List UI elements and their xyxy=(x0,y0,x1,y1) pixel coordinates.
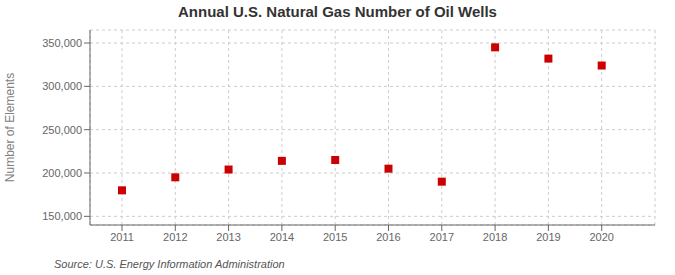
svg-text:2019: 2019 xyxy=(536,231,560,243)
svg-text:200,000: 200,000 xyxy=(42,167,82,179)
svg-text:250,000: 250,000 xyxy=(42,124,82,136)
html-text:Source: U.S. Energy Informatio: Source: U.S. Energy Information Administ… xyxy=(54,258,285,270)
svg-text:2011: 2011 xyxy=(110,231,134,243)
svg-text:2020: 2020 xyxy=(589,231,613,243)
svg-text:300,000: 300,000 xyxy=(42,80,82,92)
svg-text:2018: 2018 xyxy=(483,231,507,243)
svg-text:2013: 2013 xyxy=(216,231,240,243)
svg-text:2014: 2014 xyxy=(270,231,294,243)
svg-text:2017: 2017 xyxy=(430,231,454,243)
svg-text:150,000: 150,000 xyxy=(42,210,82,222)
svg-text:2015: 2015 xyxy=(323,231,347,243)
html-text:Annual U.S. Natural Gas Number: Annual U.S. Natural Gas Number of Oil We… xyxy=(178,3,497,20)
svg-text:2016: 2016 xyxy=(376,231,400,243)
svg-text:350,000: 350,000 xyxy=(42,37,82,49)
svg-text:Number of Elements: Number of Elements xyxy=(8,73,17,182)
svg-text:2012: 2012 xyxy=(163,231,187,243)
